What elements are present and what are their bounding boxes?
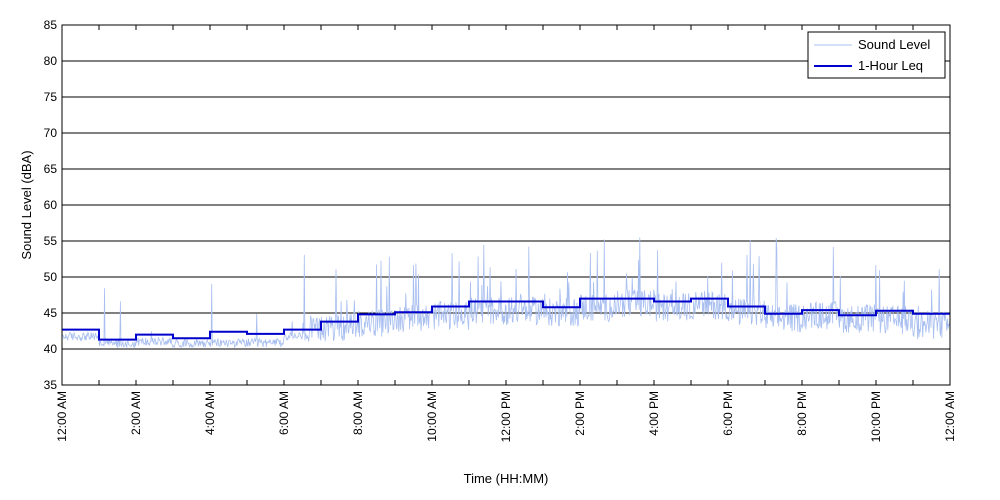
- x-tick-label: 6:00 AM: [277, 391, 291, 435]
- x-tick-label: 12:00 AM: [943, 391, 957, 442]
- x-axis-label: Time (HH:MM): [464, 471, 549, 486]
- y-tick-label: 85: [44, 18, 58, 32]
- legend: Sound Level 1-Hour Leq: [807, 31, 946, 79]
- y-tick-label: 40: [44, 342, 58, 356]
- series-sound-level-line: [61, 237, 951, 350]
- y-tick-label: 65: [44, 162, 58, 176]
- x-tick-label: 2:00 AM: [129, 391, 143, 435]
- x-tick-label: 12:00 AM: [55, 391, 69, 442]
- axis-ticks: [61, 25, 951, 385]
- y-tick-label: 35: [44, 378, 58, 392]
- x-tick-label: 12:00 PM: [499, 391, 513, 442]
- y-tick-label: 80: [44, 54, 58, 68]
- legend-box: [807, 31, 946, 79]
- x-tick-labels: 12:00 AM 2:00 AM 4:00 AM 6:00 AM 8:00 AM 10:0…: [55, 391, 957, 442]
- x-tick-label: 6:00 PM: [721, 391, 735, 436]
- x-tick-label: 8:00 PM: [795, 391, 809, 436]
- series-1-hour-leq-line: [62, 297, 950, 341]
- y-tick-label: 70: [44, 126, 58, 140]
- x-tick-label: 2:00 PM: [573, 391, 587, 436]
- legend-label-sound-level: Sound Level: [858, 37, 930, 52]
- x-tick-label: 4:00 AM: [203, 391, 217, 435]
- x-tick-label: 4:00 PM: [647, 391, 661, 436]
- y-tick-label: 75: [44, 90, 58, 104]
- x-tick-label: 10:00 PM: [869, 391, 883, 442]
- y-axis-label: Sound Level (dBA): [19, 150, 34, 259]
- series-group: [61, 237, 951, 350]
- y-tick-label: 60: [44, 198, 58, 212]
- legend-label-1-hour-leq: 1-Hour Leq: [858, 58, 923, 73]
- x-tick-label: 8:00 AM: [351, 391, 365, 435]
- y-tick-label: 45: [44, 306, 58, 320]
- y-tick-label: 50: [44, 270, 58, 284]
- y-tick-labels: 35 40 45 50 55 60 65 70 75 80 85: [44, 18, 58, 392]
- y-tick-label: 55: [44, 234, 58, 248]
- x-tick-label: 10:00 AM: [425, 391, 439, 442]
